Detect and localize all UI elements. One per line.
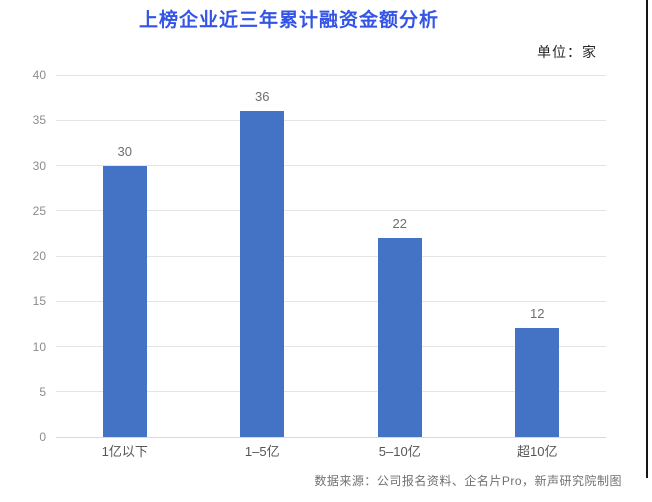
bar <box>515 328 560 437</box>
gridline <box>56 300 606 302</box>
bar-value-label: 22 <box>392 215 407 231</box>
gridline <box>56 346 606 347</box>
gridline <box>56 165 606 166</box>
gridline <box>56 74 606 76</box>
y-axis-tick-label: 5 <box>39 384 46 399</box>
gridline <box>56 391 606 393</box>
gridline <box>56 119 606 121</box>
bar <box>240 111 285 437</box>
bar-value-label: 30 <box>117 143 132 159</box>
y-axis-tick-label: 40 <box>32 68 46 82</box>
y-axis-tick-label: 10 <box>32 339 46 354</box>
unit-label: 单位：家 <box>537 44 597 60</box>
y-axis-tick-label: 30 <box>32 158 46 173</box>
y-axis-tick-label: 25 <box>32 203 46 218</box>
y-axis-tick-label: 0 <box>39 430 46 444</box>
source-note: 数据来源：公司报名资料、企名片Pro，新声研究院制图 <box>314 474 622 488</box>
bar-value-label: 36 <box>255 89 270 105</box>
y-axis-tick-label: 20 <box>32 249 46 263</box>
x-axis-line <box>56 436 606 438</box>
x-category-label: 1亿以下 <box>101 444 148 459</box>
gridline <box>56 210 606 212</box>
bar-value-label: 12 <box>530 306 545 322</box>
bar <box>102 165 147 437</box>
x-category-label: 5–10亿 <box>378 444 421 459</box>
plot-area: 0 5 10 15 20 25 30 35 40 30 1亿以下 36 1–5亿 22 5–10亿 12 超10… <box>33 68 606 459</box>
y-axis-tick-label: 15 <box>32 294 46 309</box>
bar <box>377 237 422 437</box>
x-category-label: 1–5亿 <box>244 444 280 459</box>
x-category-label: 超10亿 <box>517 444 558 459</box>
window-edge-line <box>646 0 648 478</box>
chart-title: 上榜企业近三年累计融资金额分析 <box>138 10 439 31</box>
y-axis-tick-label: 35 <box>32 113 46 128</box>
gridline <box>56 255 606 257</box>
